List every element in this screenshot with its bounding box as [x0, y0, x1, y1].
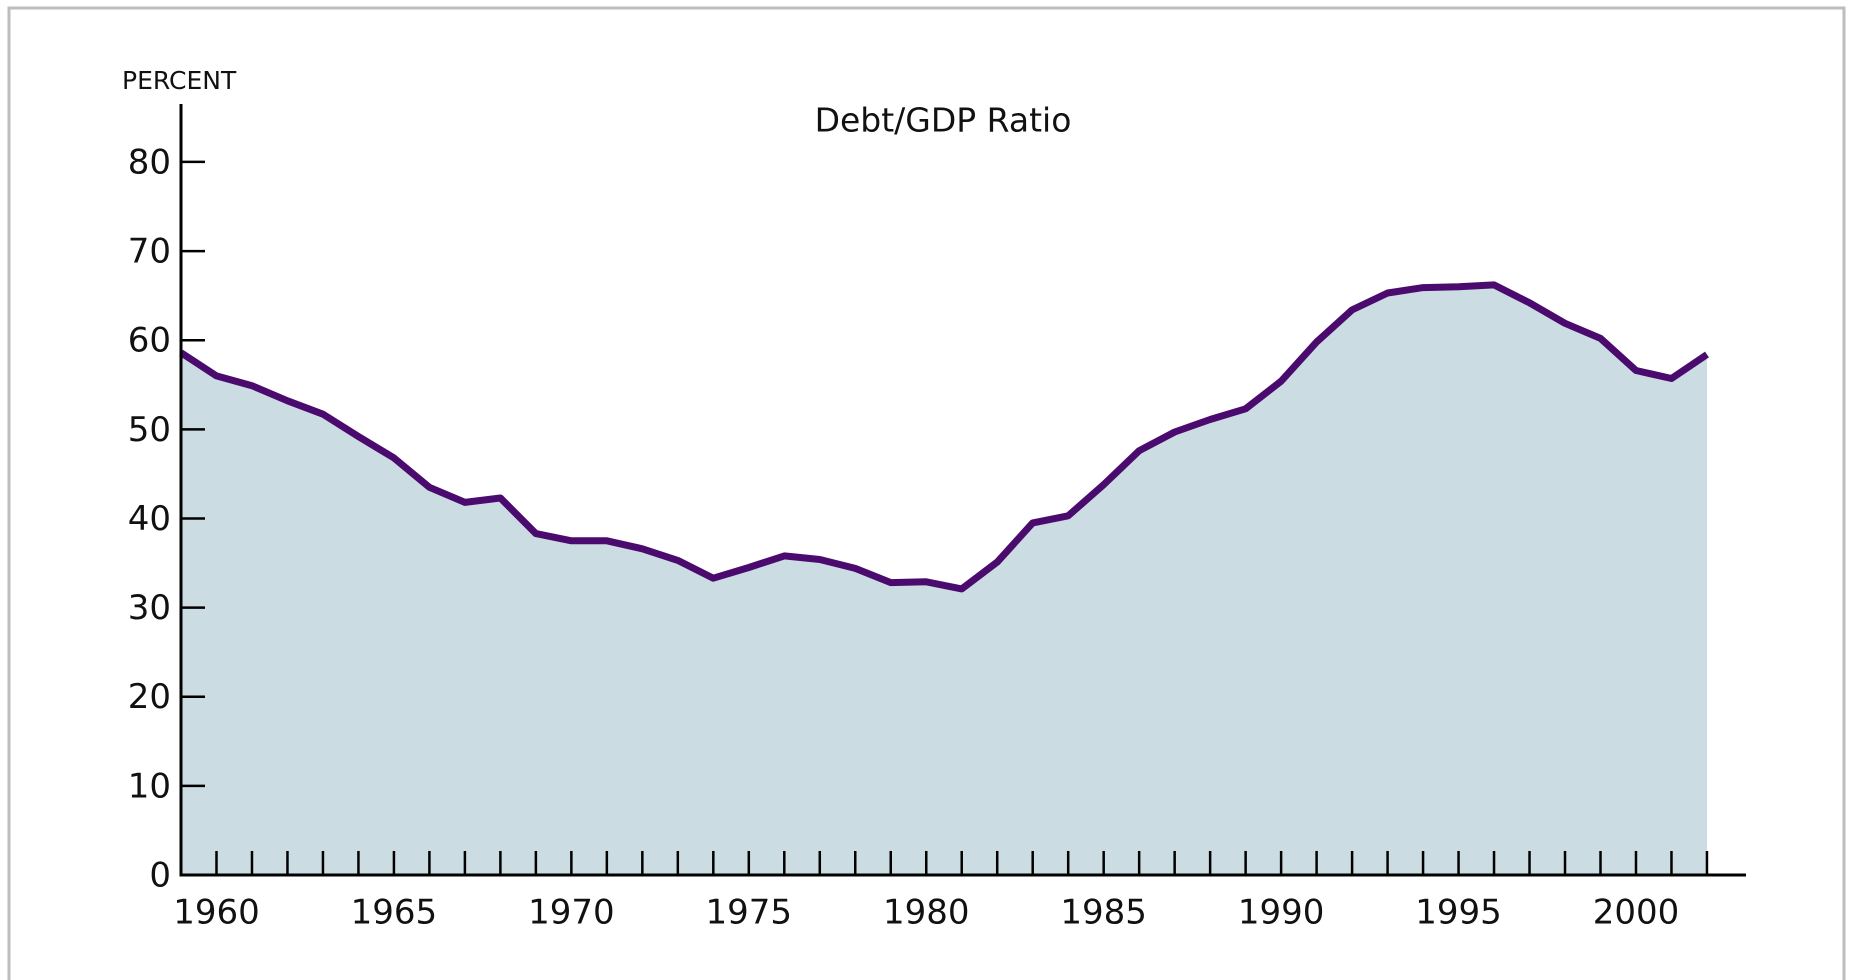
x-tick-label: 1960 — [173, 893, 260, 933]
chart-title: Debt/GDP Ratio — [815, 101, 1072, 140]
y-tick-label: 60 — [128, 321, 171, 361]
x-tick-label: 1980 — [883, 893, 970, 933]
y-tick-label: 10 — [128, 766, 171, 806]
y-axis-label: PERCENT — [122, 66, 237, 95]
x-tick-label: 2000 — [1593, 893, 1680, 933]
y-tick-label: 80 — [128, 142, 171, 182]
line — [179, 281, 1709, 593]
y-tick-label: 20 — [128, 677, 171, 717]
area-fill — [181, 284, 1707, 875]
y-tick-label: 0 — [149, 856, 171, 896]
frame — [7, 6, 1846, 980]
y-tick-label: 70 — [128, 232, 171, 272]
y-tick-label: 50 — [128, 410, 171, 450]
x-tick-label: 1995 — [1415, 893, 1502, 933]
x-tick-label: 1975 — [706, 893, 793, 933]
x-tick-label: 1970 — [528, 893, 615, 933]
y-tick-label: 30 — [128, 588, 171, 628]
x-tick-label: 1990 — [1238, 893, 1325, 933]
x-tick-label: 1965 — [351, 893, 438, 933]
x-tick-label: 1985 — [1060, 893, 1147, 933]
y-tick-label: 40 — [128, 499, 171, 539]
